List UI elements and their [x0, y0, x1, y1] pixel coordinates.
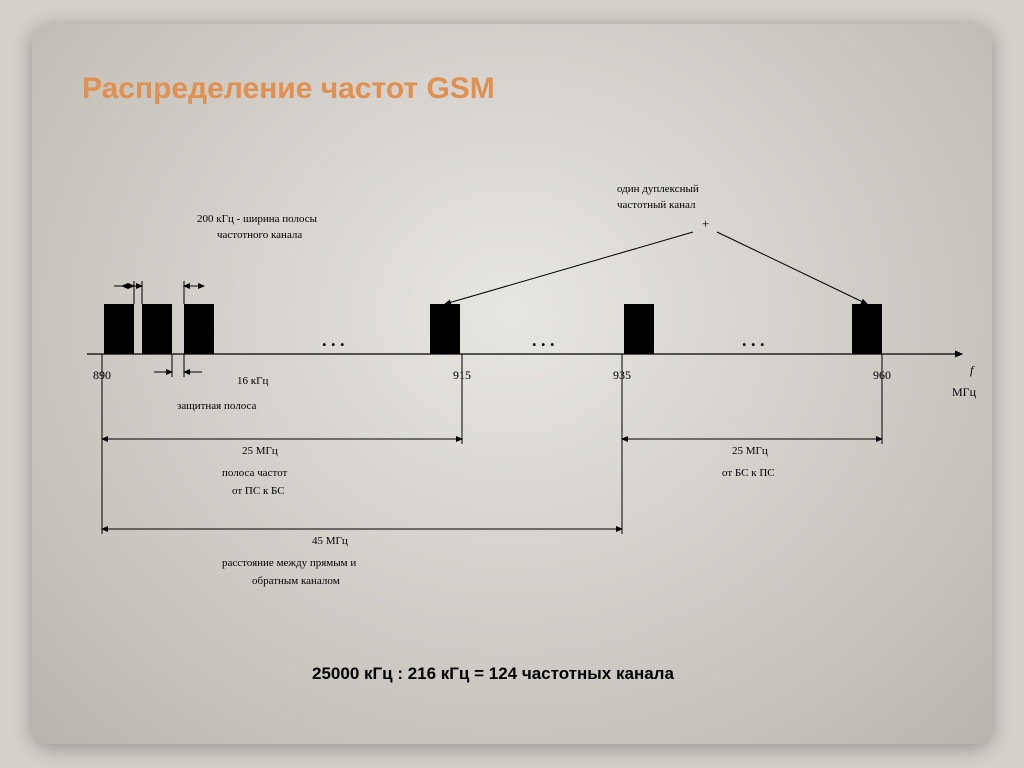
svg-text:25 МГц: 25 МГц	[732, 445, 768, 457]
frequency-diagram: 890915935960fМГц. . .. . .. . .200 кГц -…	[32, 24, 992, 744]
svg-text:f: f	[970, 363, 975, 377]
svg-text:один дуплексный: один дуплексный	[617, 183, 699, 195]
svg-text:16 кГц: 16 кГц	[237, 375, 268, 387]
svg-text:частотного канала: частотного канала	[217, 229, 302, 241]
footer-formula: 25000 кГц : 216 кГц = 124 частотных кана…	[312, 664, 674, 684]
svg-text:. . .: . . .	[322, 330, 345, 350]
slide: Распределение частот GSM 890915935960fМГ…	[32, 24, 992, 744]
svg-text:от ПС к БС: от ПС к БС	[232, 485, 285, 497]
svg-text:+: +	[702, 216, 709, 231]
svg-text:от БС к ПС: от БС к ПС	[722, 467, 775, 479]
svg-text:45 МГц: 45 МГц	[312, 535, 348, 547]
svg-text:. . .: . . .	[742, 330, 765, 350]
svg-text:200 кГц - ширина полосы: 200 кГц - ширина полосы	[197, 213, 318, 225]
svg-text:25 МГц: 25 МГц	[242, 445, 278, 457]
svg-text:. . .: . . .	[532, 330, 555, 350]
svg-text:частотный канал: частотный канал	[617, 199, 696, 211]
svg-text:защитная полоса: защитная полоса	[177, 400, 256, 412]
svg-text:МГц: МГц	[952, 385, 977, 399]
svg-text:расстояние между прямым и: расстояние между прямым и	[222, 557, 356, 569]
svg-text:полоса частот: полоса частот	[222, 467, 287, 479]
svg-text:обратным каналом: обратным каналом	[252, 575, 340, 587]
